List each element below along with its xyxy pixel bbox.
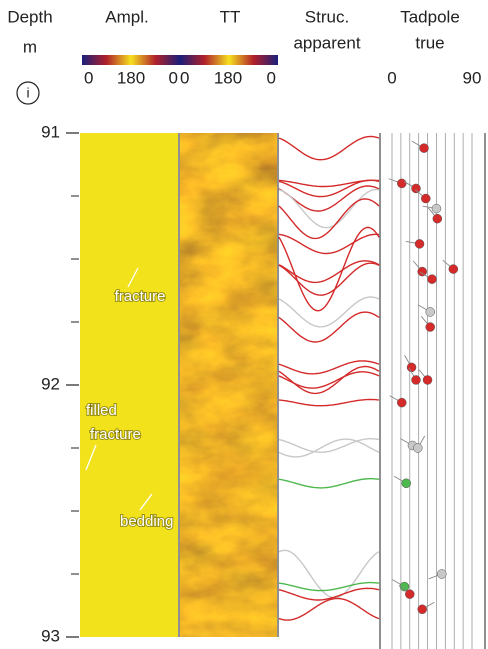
sinusoid bbox=[279, 372, 379, 388]
annotation: filled bbox=[86, 402, 117, 419]
struc-header: Struc. bbox=[305, 7, 349, 26]
tadpole bbox=[437, 570, 446, 579]
tadpole bbox=[407, 363, 416, 372]
colorbar-tick-label: 0 bbox=[267, 68, 276, 87]
sinusoid bbox=[279, 479, 379, 488]
sinusoid bbox=[279, 312, 379, 342]
sinusoid bbox=[279, 599, 379, 621]
tadpole bbox=[415, 239, 424, 248]
tadpole bbox=[397, 398, 406, 407]
info-label: i bbox=[26, 85, 29, 101]
tadpole-header-2: true bbox=[415, 33, 444, 52]
struc-header-2: apparent bbox=[293, 33, 360, 52]
colorbar-ampl bbox=[82, 55, 180, 65]
sinusoid bbox=[279, 439, 379, 453]
tt-header: TT bbox=[220, 7, 241, 26]
ampl-image bbox=[80, 133, 178, 637]
y-tick-label: 92 bbox=[41, 374, 60, 393]
sinusoid bbox=[279, 400, 379, 406]
ampl-header: Ampl. bbox=[105, 7, 148, 26]
sinusoid bbox=[279, 199, 379, 239]
chart: Depth m i Ampl. TT Struc. apparent Tadpo… bbox=[0, 0, 488, 649]
depth-header: Depth bbox=[7, 7, 52, 26]
colorbar-tt bbox=[180, 55, 278, 65]
tadpole bbox=[418, 605, 427, 614]
tadpole bbox=[397, 179, 406, 188]
sinusoid bbox=[279, 234, 379, 253]
sinusoid bbox=[279, 137, 379, 160]
sinusoid bbox=[279, 583, 379, 591]
colorbar-tick-label: 180 bbox=[117, 68, 145, 87]
y-tick-label: 91 bbox=[41, 122, 60, 141]
tadpole bbox=[420, 144, 429, 153]
tadpole bbox=[428, 275, 437, 284]
colorbar-tick-label: 0 bbox=[84, 68, 93, 87]
tadpole bbox=[412, 184, 421, 193]
tadpole bbox=[418, 267, 427, 276]
depth-unit: m bbox=[23, 37, 37, 56]
tadpole bbox=[432, 204, 441, 213]
x-tick-label: 0 bbox=[387, 68, 396, 87]
sinusoid bbox=[279, 439, 379, 457]
tadpole bbox=[412, 375, 421, 384]
tadpole bbox=[421, 194, 430, 203]
annotation: bedding bbox=[120, 513, 173, 530]
colorbar-tick-label: 180 bbox=[214, 68, 242, 87]
tadpole bbox=[426, 323, 435, 332]
tadpole bbox=[449, 265, 458, 274]
colorbar-tick-label: 0 bbox=[169, 68, 178, 87]
tadpole bbox=[402, 479, 411, 488]
y-tick-label: 93 bbox=[41, 626, 60, 645]
tadpole bbox=[413, 444, 422, 453]
colorbar-tick-label: 0 bbox=[180, 68, 189, 87]
annotation: fracture bbox=[115, 288, 166, 305]
annotation: fracture bbox=[90, 426, 141, 443]
page: Depth m i Ampl. TT Struc. apparent Tadpo… bbox=[0, 0, 488, 649]
tadpole bbox=[423, 375, 432, 384]
header: Depth m i Ampl. TT Struc. apparent Tadpo… bbox=[7, 7, 459, 104]
tadpole bbox=[433, 214, 442, 223]
tadpole-header: Tadpole bbox=[400, 7, 460, 26]
tadpole bbox=[426, 307, 435, 316]
x-tick-label: 90 bbox=[463, 68, 482, 87]
tt-image bbox=[180, 133, 277, 637]
tadpole bbox=[405, 590, 414, 599]
